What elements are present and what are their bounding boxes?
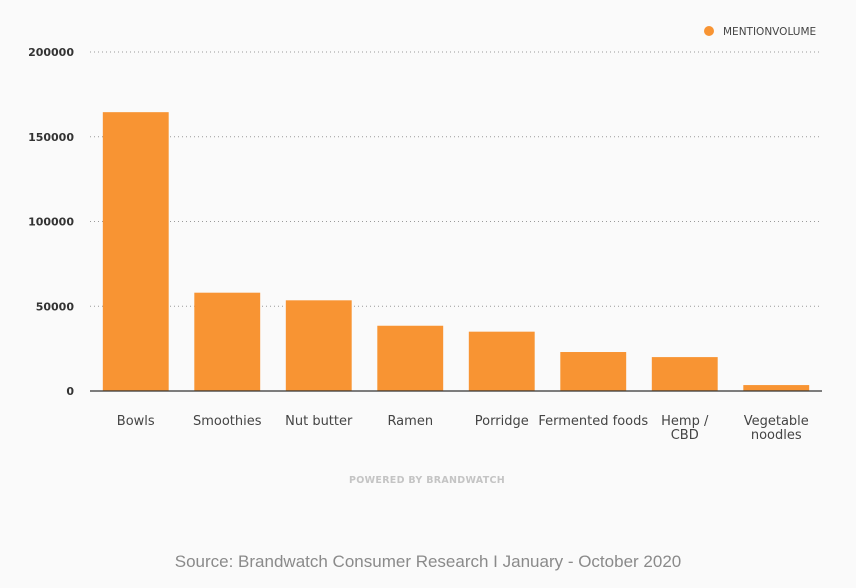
y-tick-label: 200000 — [28, 46, 74, 59]
bar-fermented-foods[interactable] — [560, 352, 627, 391]
y-tick-label: 150000 — [28, 131, 74, 144]
bar-vegetable-noodles[interactable] — [743, 385, 810, 391]
x-tick-label: Smoothies — [193, 414, 262, 429]
legend[interactable]: MENTIONVOLUME — [704, 26, 816, 38]
y-axis-ticks: 0 50000 100000 150000 200000 — [28, 46, 74, 398]
x-axis-labels: Bowls Smoothies Nut butter Ramen Porridge Fer… — [117, 414, 809, 443]
legend-marker — [704, 26, 714, 36]
source-caption: Source: Brandwatch Consumer Research I J… — [174, 552, 682, 571]
x-tick-label: Bowls — [117, 414, 155, 429]
x-tick-label: Fermented foods — [538, 414, 648, 429]
y-tick-label: 100000 — [28, 216, 74, 229]
x-tick-label: Vegetable noodles — [744, 414, 809, 443]
bar-ramen[interactable] — [377, 325, 444, 391]
bar-nut-butter[interactable] — [285, 300, 352, 391]
bars — [102, 112, 810, 392]
x-tick-label: Ramen — [387, 414, 433, 429]
y-tick-label: 0 — [66, 385, 74, 398]
y-tick-label: 50000 — [36, 300, 75, 313]
grid-lines — [90, 51, 822, 307]
bar-smoothies[interactable] — [194, 292, 261, 391]
x-tick-label: Hemp / CBD — [661, 414, 709, 443]
legend-label: MENTIONVOLUME — [723, 26, 816, 38]
bar-porridge[interactable] — [468, 331, 535, 391]
bar-bowls[interactable] — [102, 112, 169, 392]
bar-chart: 0 50000 100000 150000 200000 Bowls Smoothies N… — [28, 26, 822, 486]
bar-hemp-cbd[interactable] — [651, 357, 718, 391]
x-tick-label: Porridge — [475, 414, 529, 429]
x-tick-label: Nut butter — [285, 414, 353, 429]
powered-by-label: POWERED BY BRANDWATCH — [349, 475, 505, 486]
